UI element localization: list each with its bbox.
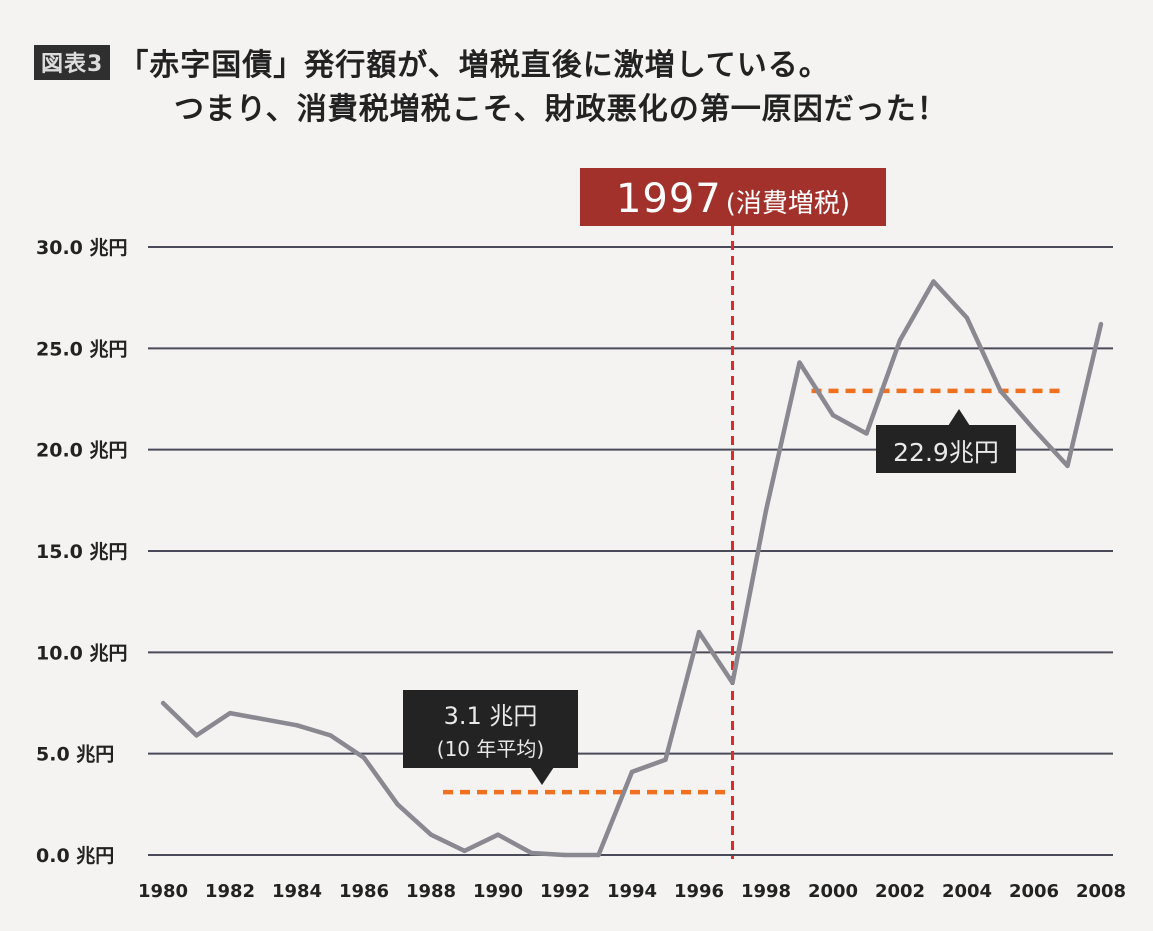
callout-avg-before-note: (10 年平均) [436,737,545,761]
x-tick-label: 1996 [674,881,724,902]
x-tick-label: 1982 [205,881,255,902]
title-line-1: 「赤字国債」発行額が、増税直後に激増している。 [118,48,830,83]
event-year: 1997 [615,176,722,222]
data-point [328,733,333,738]
series-line [161,279,1104,858]
x-axis-ticks: 1980 1982 1984 1986 1988 1990 1992 1994 1996 1998… [138,881,1126,902]
data-point [931,279,936,284]
data-point [462,848,467,854]
x-tick-label: 2008 [1076,881,1126,902]
data-point [998,388,1003,394]
data-point [730,680,735,685]
data-point [428,832,434,837]
data-point [897,338,903,343]
x-tick-label: 1988 [406,881,456,902]
y-tick-label: 5.0 兆円 [36,744,114,766]
callout-avg-before-value: 3.1 兆円 [443,702,538,730]
x-tick-label: 1992 [540,881,590,902]
event-note: (消費増税) [725,189,851,219]
x-tick-label: 1990 [473,881,523,902]
y-tick-label: 20.0 兆円 [36,440,128,462]
data-point [495,832,501,837]
x-tick-label: 2004 [942,881,992,902]
data-point [261,717,266,722]
data-point [361,755,367,760]
y-tick-label: 0.0 兆円 [36,845,114,867]
callout-avg-after: 22.9兆円 [876,425,1016,473]
data-point [1098,321,1104,327]
data-point [830,413,836,418]
data-point [194,733,199,738]
data-point [160,700,166,706]
data-point [696,629,702,635]
grid-lines [148,246,1113,856]
data-point [763,508,769,513]
data-point [562,852,568,858]
data-point [1065,463,1070,469]
x-tick-label: 2006 [1009,881,1059,902]
x-tick-label: 1986 [339,881,389,902]
series-deficit-bonds [160,279,1104,858]
x-tick-label: 1994 [607,881,657,902]
callout-avg-before-pointer [530,767,554,785]
data-point [227,710,233,716]
x-tick-label: 1984 [272,881,322,902]
data-point [294,723,300,728]
x-tick-label: 2000 [808,881,858,902]
x-tick-label: 1980 [138,881,188,902]
callout-avg-after-pointer [948,409,970,426]
y-tick-label: 10.0 兆円 [36,642,128,664]
callout-avg-before: 3.1 兆円 (10 年平均) [403,690,578,768]
callout-avg-after-value: 22.9兆円 [893,438,999,467]
title-line-2: つまり、消費税増税こそ、財政悪化の第一原因だった！ [174,92,948,127]
event-label-box: 1997 (消費増税) [580,168,886,226]
y-tick-label: 30.0 兆円 [36,237,128,259]
x-tick-label: 1998 [741,881,791,902]
data-point [1031,427,1037,432]
y-tick-label: 25.0 兆円 [36,338,128,360]
data-point [797,360,802,365]
x-tick-label: 2002 [875,881,925,902]
data-point [596,852,601,858]
y-tick-label: 15.0 兆円 [36,541,128,563]
data-point [629,769,635,775]
chart-title: 図表3 「赤字国債」発行額が、増税直後に激増している。 つまり、消費税増税こそ、財… [34,40,947,127]
data-point [529,850,534,856]
y-axis-ticks: 0.0 兆円 5.0 兆円 10.0 兆円 15.0 兆円 20.0 兆円 25.0 兆円… [36,237,128,867]
figure-badge: 図表3 [34,44,111,80]
data-point [663,757,668,762]
data-point [964,315,970,321]
average-lines [443,388,1064,795]
data-point [864,431,869,436]
data-point [395,802,400,807]
